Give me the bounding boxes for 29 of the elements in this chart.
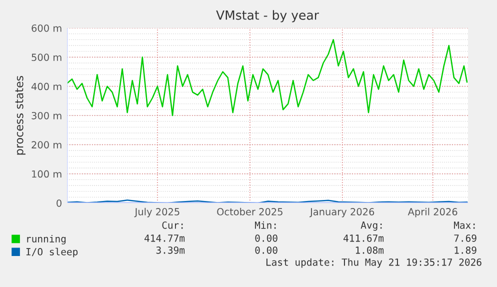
y-tick-label: 100 m xyxy=(32,170,62,178)
text: 414.77m xyxy=(144,234,185,242)
x-tick-label: January 2026 xyxy=(310,208,374,218)
text: 3.39m xyxy=(156,246,185,254)
text: 411.67m xyxy=(344,234,384,242)
text: 1.89 xyxy=(454,246,476,254)
text: 1.08m xyxy=(356,246,384,254)
y-tick-label: 300 m xyxy=(32,112,62,120)
text: Min: xyxy=(254,221,276,229)
y-tick-label: 0 xyxy=(56,199,62,207)
legend-label: running xyxy=(27,234,66,244)
legend-label: I/O sleep xyxy=(26,248,78,258)
y-tick-label: 400 m xyxy=(31,82,62,90)
text: Last update: Thu May 21 19:35:17 2026 xyxy=(266,258,482,268)
text: Cur: xyxy=(162,221,183,229)
y-tick-label: 200 m xyxy=(32,141,62,148)
y-tick-label: 600 m xyxy=(32,24,62,32)
x-tick-label: April 2026 xyxy=(408,208,458,218)
y-axis-title: process states xyxy=(15,76,26,155)
chart-title: VMstat - by year xyxy=(216,10,319,22)
text: 0.00 xyxy=(255,234,278,242)
x-tick-label: October 2025 xyxy=(217,208,282,216)
text: Avg: xyxy=(360,222,382,231)
text: 0.00 xyxy=(255,246,278,254)
line-series xyxy=(67,39,468,116)
text: 7.69 xyxy=(454,234,476,242)
y-tick-label: 500 m xyxy=(32,54,62,61)
text: Max: xyxy=(454,222,475,229)
x-tick-label: July 2025 xyxy=(134,208,180,218)
